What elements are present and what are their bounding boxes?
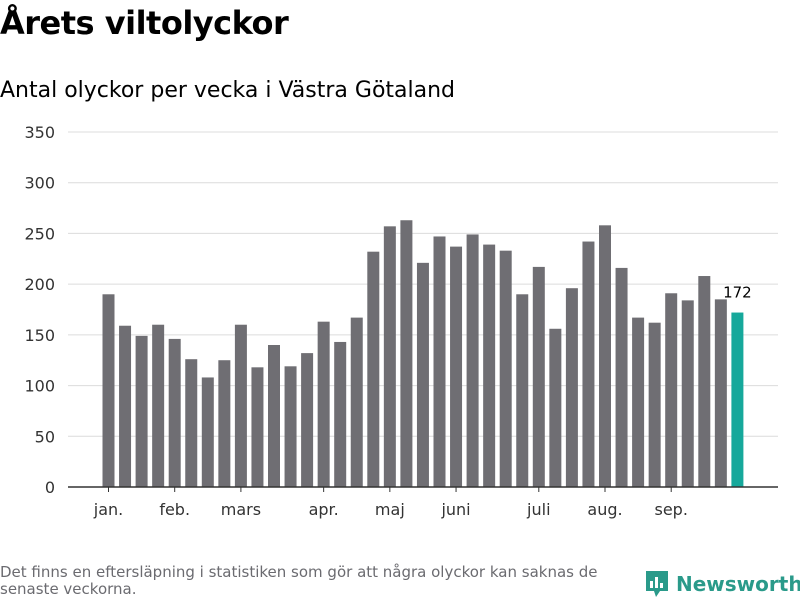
y-tick-label: 350 <box>24 123 55 142</box>
bar <box>201 377 214 487</box>
bar <box>234 324 247 487</box>
bar <box>152 324 165 487</box>
bar <box>632 317 645 487</box>
bars: 172 <box>102 220 752 488</box>
bar <box>268 345 280 487</box>
bar <box>499 250 512 487</box>
bar <box>367 251 380 487</box>
y-tick-label: 150 <box>24 326 55 345</box>
data-label: 172 <box>723 284 752 302</box>
y-tick-label: 50 <box>35 427 55 446</box>
bar <box>483 244 496 487</box>
bar <box>317 321 330 487</box>
bar <box>168 338 181 487</box>
x-tick-label: maj <box>375 500 405 519</box>
x-tick-label: mars <box>221 500 261 519</box>
y-tick-label: 200 <box>24 275 55 294</box>
bar <box>681 300 694 487</box>
bar <box>301 353 314 487</box>
bar <box>119 325 132 487</box>
bar <box>416 262 429 487</box>
brand-name: Newsworthy <box>676 572 800 596</box>
x-tick-label: juni <box>440 500 470 519</box>
x-axis-tick-labels: jan. feb. mars apr. maj juni juli aug. sep. <box>93 500 688 519</box>
bar <box>599 225 611 488</box>
bar <box>334 341 347 487</box>
bar <box>185 359 198 487</box>
bar <box>549 328 562 487</box>
chart-subtitle: Antal olyckor per vecka i Västra Götalan… <box>0 78 456 103</box>
bar <box>466 234 479 487</box>
newsworthy-logo[interactable]: Newsworthy <box>644 569 800 599</box>
bar-chart-speech-bubble-icon <box>646 571 668 597</box>
bar <box>450 246 463 487</box>
y-tick-label: 100 <box>24 377 55 396</box>
footnote: Det finns en eftersläpning i statistiken… <box>0 563 598 598</box>
bar <box>383 226 396 488</box>
x-tick-label: apr. <box>309 500 339 519</box>
chart-title: Årets viltolyckor <box>0 4 289 42</box>
y-tick-label: 250 <box>24 224 55 243</box>
bar <box>665 293 678 487</box>
y-tick-label: 0 <box>45 478 55 497</box>
x-tick-label: feb. <box>159 500 190 519</box>
bar <box>135 335 148 487</box>
x-tick-label: sep. <box>654 500 687 519</box>
bar <box>400 220 413 487</box>
bar <box>698 276 711 487</box>
bar <box>516 294 529 487</box>
bar <box>218 360 231 487</box>
x-tick-label: aug. <box>587 500 622 519</box>
x-axis <box>68 486 778 492</box>
bar <box>284 366 297 487</box>
bar <box>251 367 264 487</box>
bar <box>565 288 578 487</box>
bar <box>582 241 595 487</box>
x-tick-label: jan. <box>93 500 123 519</box>
bar <box>714 299 727 487</box>
bar <box>532 266 545 487</box>
y-tick-label: 300 <box>24 174 55 193</box>
bar <box>350 317 363 487</box>
bar-chart: 0 50 100 150 200 250 300 350 172 jan. feb. mars ap… <box>24 123 778 519</box>
bar-highlight <box>731 312 744 487</box>
y-axis-tick-labels: 0 50 100 150 200 250 300 350 <box>24 123 55 497</box>
bar <box>648 322 661 487</box>
bar <box>615 267 628 487</box>
bar <box>433 236 446 487</box>
x-tick-label: juli <box>526 500 550 519</box>
bar <box>102 294 115 487</box>
